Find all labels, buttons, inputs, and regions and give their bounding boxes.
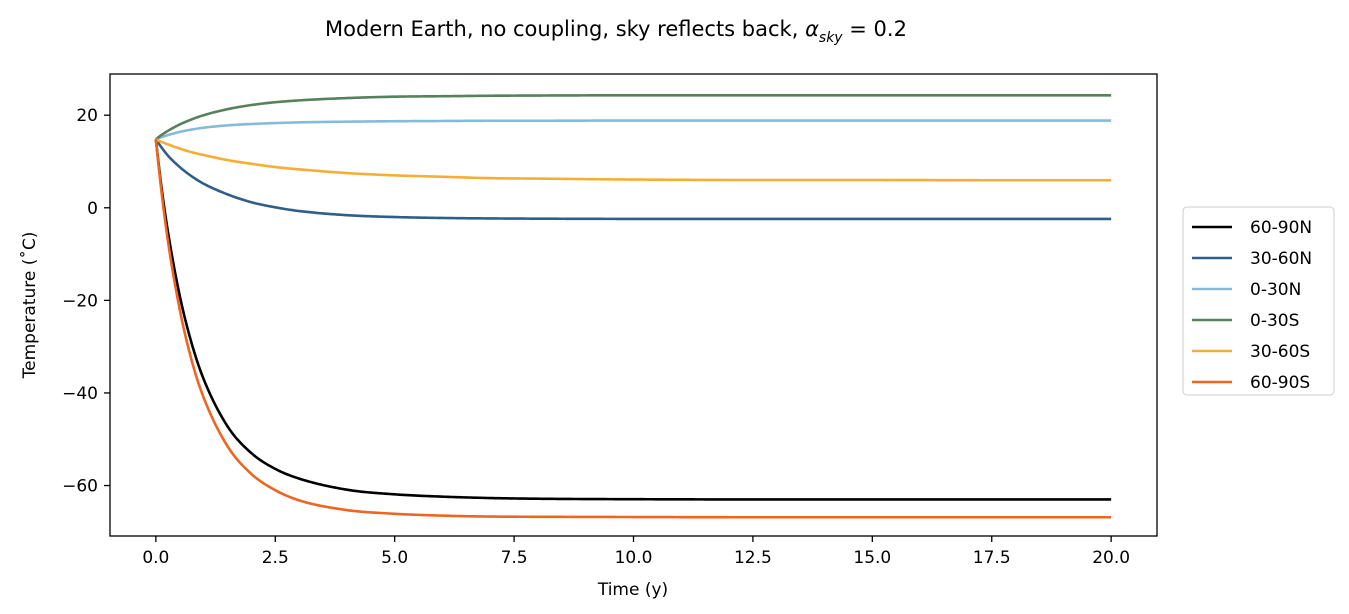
series-line-30-60n: [154, 138, 1112, 221]
legend: 60-90N 30-60N 0-30N 0-30S 30-60S 60-90S: [1182, 206, 1335, 396]
legend-label: 30-60S: [1250, 342, 1310, 362]
x-tick-label: 2.5: [262, 548, 289, 568]
y-tick-label: −60: [62, 477, 98, 497]
y-tick-label: −40: [62, 384, 98, 404]
legend-frame: [1182, 206, 1335, 396]
y-tick-label: −20: [62, 291, 98, 311]
series-line-0-30s: [155, 93, 1112, 141]
chart-title-main: Modern Earth, no coupling, sky reflects …: [325, 17, 805, 41]
x-tick-label: 5.0: [381, 548, 408, 568]
x-tick-label: 7.5: [501, 548, 528, 568]
plot-frame: [109, 73, 1158, 537]
chart-title-subscript: sky: [819, 30, 843, 46]
x-tick-label: 10.0: [615, 548, 653, 568]
x-tick-label: 0.0: [142, 548, 169, 568]
series-line-30-60s: [155, 138, 1112, 182]
chart-title-suffix: = 0.2: [843, 17, 907, 41]
y-tick-label: 0: [87, 199, 98, 219]
series-line-60-90s: [154, 139, 1112, 519]
x-tick-label: 12.5: [734, 548, 772, 568]
x-axis-label: Time (y): [597, 580, 668, 600]
y-tick-label: 20: [76, 106, 98, 126]
legend-label: 60-90N: [1250, 218, 1312, 238]
legend-label: 0-30S: [1250, 311, 1299, 331]
chart-title-symbol: α: [805, 17, 819, 41]
plot-lines: [154, 93, 1112, 519]
legend-label: 60-90S: [1250, 373, 1310, 393]
x-tick-label: 17.5: [973, 548, 1011, 568]
series-line-60-90n: [154, 139, 1112, 501]
legend-label: 30-60N: [1250, 249, 1312, 269]
y-axis-label: Temperature (˚C): [19, 232, 40, 380]
x-axis-ticks: 0.0 2.5 5.0 7.5 10.0 12.5 15.0 17.5 20.0: [142, 536, 1130, 568]
x-tick-label: 20.0: [1092, 548, 1130, 568]
y-axis-ticks: 20 0 −20 −40 −60: [62, 106, 110, 497]
legend-label: 0-30N: [1250, 280, 1301, 300]
series-line-0-30n: [155, 119, 1112, 141]
chart-title: Modern Earth, no coupling, sky reflects …: [325, 17, 907, 46]
x-tick-label: 15.0: [853, 548, 891, 568]
